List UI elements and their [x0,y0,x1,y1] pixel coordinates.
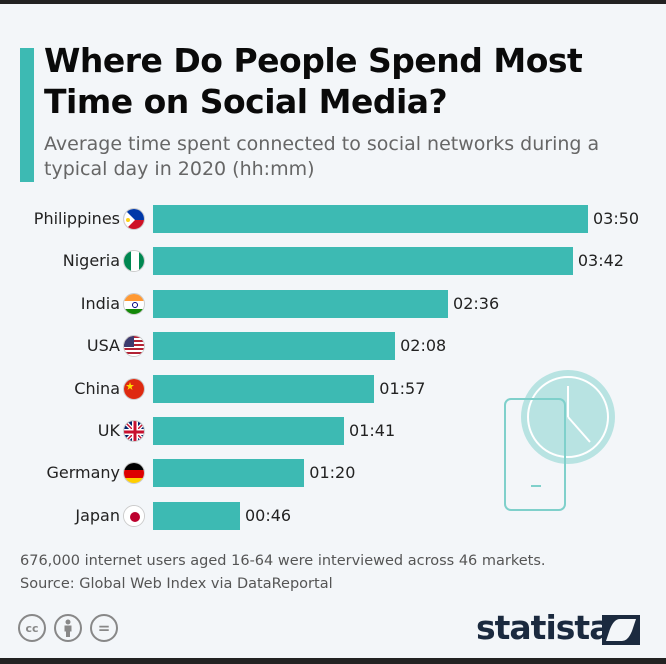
bar-row: Nigeria 03:42 [0,247,666,276]
value-label: 00:46 [245,505,292,525]
flag-japan-icon [123,504,145,527]
bar-row: China 01:57 [0,374,666,403]
bar [153,247,573,276]
category-label: India [80,293,120,313]
flag-india-icon [123,292,145,315]
flag-usa-icon [123,335,145,358]
source-link[interactable]: Source: Global Web Index via DataReporta… [20,576,333,592]
bar-row: India 02:36 [0,289,666,318]
value-label: 03:50 [593,209,640,228]
category-label: Japan [75,505,120,525]
category-label: Nigeria [62,251,120,271]
license-icons[interactable]: cc = [18,614,118,642]
chart-subtitle: Average time spent connected to social n… [44,133,600,180]
accent-bar [20,48,34,182]
category-label: Germany [46,463,120,483]
statista-logo[interactable]: statista [476,608,611,647]
bar-row: Germany 01:20 [0,459,666,488]
category-label: UK [97,421,120,440]
cc-icon[interactable]: cc [18,614,46,642]
bar-row: UK 01:41 [0,417,666,445]
bar [153,501,240,530]
flag-germany-icon [123,462,145,485]
footnote: 676,000 internet users aged 16-64 were i… [20,550,546,596]
flag-china-icon [123,377,145,400]
flag-philippines-icon [123,208,145,230]
value-label: 01:41 [349,421,396,440]
value-label: 01:57 [379,378,426,398]
bar [153,332,396,361]
chart-title: Where Do People Spend Most Time on Socia… [44,41,583,121]
survey-note: 676,000 internet users aged 16-64 were i… [20,553,546,569]
bar [153,374,375,403]
bar-row: Japan 00:46 [0,501,666,530]
category-label: China [74,378,120,398]
attribution-icon[interactable] [54,614,82,642]
flag-nigeria-icon [123,250,145,273]
category-label: Philippines [33,209,120,228]
flag-uk-icon [123,420,145,442]
bar-row: USA 02:08 [0,332,666,361]
statista-logo-mark-icon [602,615,640,645]
value-label: 02:08 [400,336,447,356]
phone-clock-illustration [504,370,615,511]
value-label: 01:20 [309,463,356,483]
value-label: 03:42 [577,251,624,271]
value-label: 02:36 [453,293,500,313]
no-derivatives-icon[interactable]: = [90,614,118,642]
infographic-card: Where Do People Spend Most Time on Socia… [0,4,666,658]
bar [153,459,305,488]
bar-row: Philippines 03:50 [0,205,666,233]
bar [153,417,345,445]
category-label: USA [86,336,120,356]
bar [153,289,449,318]
bar [153,205,588,233]
